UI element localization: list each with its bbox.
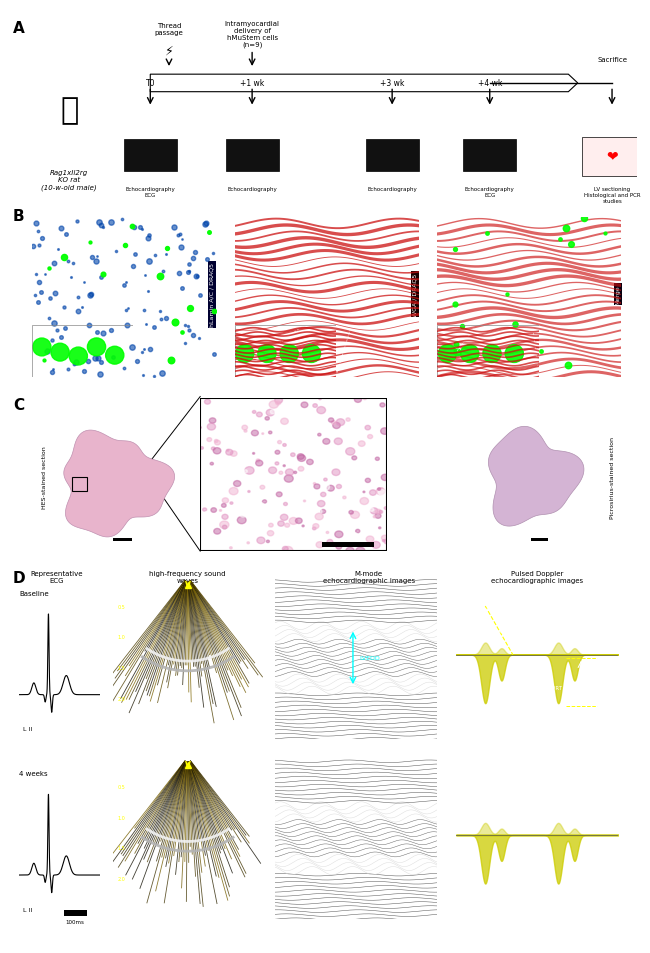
Text: ⚡: ⚡ xyxy=(164,44,174,57)
Text: T0: T0 xyxy=(146,79,155,89)
Text: LV sectioning
Histological and PCR
studies: LV sectioning Histological and PCR studi… xyxy=(584,187,640,204)
Text: A: A xyxy=(13,21,25,36)
Text: WGA / DRAQ5: WGA / DRAQ5 xyxy=(412,274,417,316)
Text: Merge: Merge xyxy=(615,285,620,305)
Text: D: D xyxy=(13,570,25,585)
Text: Echocardiography: Echocardiography xyxy=(367,187,417,193)
Text: C: C xyxy=(13,397,24,412)
Text: ❤: ❤ xyxy=(606,149,618,163)
Text: Sacrifice: Sacrifice xyxy=(597,57,627,63)
Text: Echocardiography: Echocardiography xyxy=(227,187,277,193)
Text: Representative
ECG: Representative ECG xyxy=(31,570,83,583)
Text: Rag1xIl2rg
KO rat
(10-w-old male): Rag1xIl2rg KO rat (10-w-old male) xyxy=(42,171,97,191)
FancyBboxPatch shape xyxy=(124,140,177,172)
Text: +1 wk: +1 wk xyxy=(240,79,265,89)
Text: Picrosirius-stained section: Picrosirius-stained section xyxy=(610,436,614,518)
Text: Baseline: Baseline xyxy=(20,590,49,597)
FancyBboxPatch shape xyxy=(463,140,516,172)
FancyBboxPatch shape xyxy=(226,140,279,172)
Text: +4 wk: +4 wk xyxy=(478,79,502,89)
FancyBboxPatch shape xyxy=(365,140,419,172)
Text: 4 weeks: 4 weeks xyxy=(20,770,48,777)
Text: +3 wk: +3 wk xyxy=(380,79,404,89)
FancyBboxPatch shape xyxy=(582,138,642,176)
Text: hLamin A/C / DRAQ5: hLamin A/C / DRAQ5 xyxy=(209,263,215,327)
Text: B: B xyxy=(13,209,25,224)
Text: Echocardiography
ECG: Echocardiography ECG xyxy=(125,187,175,198)
Text: Thread
passage: Thread passage xyxy=(155,23,183,35)
Text: Intramyocardial
delivery of
hMuStem cells
(n=9): Intramyocardial delivery of hMuStem cell… xyxy=(225,21,280,49)
FancyArrow shape xyxy=(150,75,578,92)
Text: Pulsed Doppler
echocardiographic images: Pulsed Doppler echocardiographic images xyxy=(491,570,583,583)
Text: high-frequency sound
waves: high-frequency sound waves xyxy=(150,570,226,583)
Text: M-mode
echocardiographic images: M-mode echocardiographic images xyxy=(322,570,415,583)
Text: HES-stained section: HES-stained section xyxy=(42,446,47,509)
Text: Echocardiography
ECG: Echocardiography ECG xyxy=(465,187,515,198)
